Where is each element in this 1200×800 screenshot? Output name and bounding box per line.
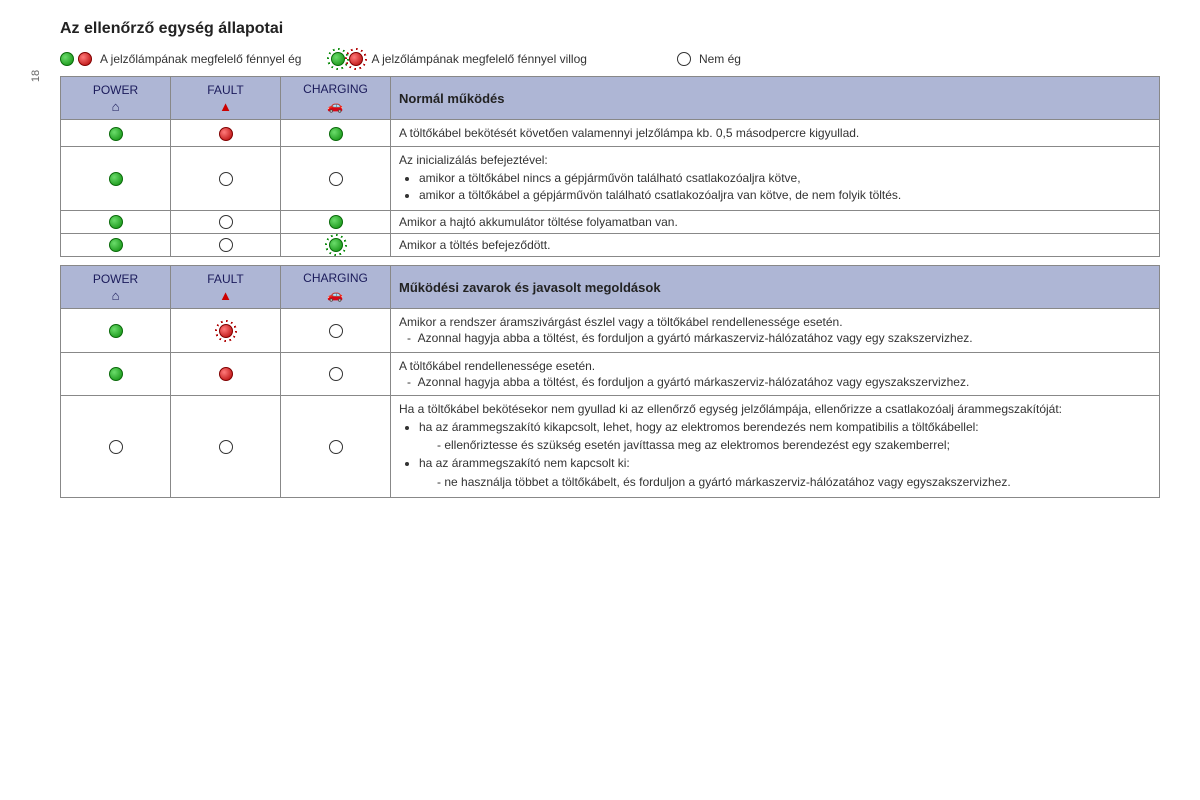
- legend-flashing-text: A jelzőlámpának megfelelő fénnyel villog: [371, 52, 586, 66]
- led-green: [329, 215, 343, 229]
- led-red: [219, 127, 233, 141]
- table-row: Amikor a hajtó akkumulátor töltése folya…: [61, 210, 1160, 233]
- led-off: [219, 238, 233, 252]
- cell-charging: [281, 309, 391, 352]
- led-off: [329, 440, 343, 454]
- led-green: [109, 324, 123, 338]
- cell-charging: [281, 210, 391, 233]
- led-off: [329, 172, 343, 186]
- led-off: [329, 367, 343, 381]
- cell-charging: [281, 120, 391, 147]
- status-table-fault: POWER ⌂ FAULT ▲ CHARGING 🚗 Működési zava…: [60, 265, 1160, 498]
- table-row: Ha a töltőkábel bekötésekor nem gyullad …: [61, 395, 1160, 497]
- legend-off-text: Nem ég: [699, 52, 741, 66]
- led-green: [109, 367, 123, 381]
- page-title: Az ellenőrző egység állapotai: [60, 20, 1160, 38]
- led-green-flash-icon: [331, 52, 345, 66]
- led-off: [219, 440, 233, 454]
- cell-power: [61, 352, 171, 395]
- cell-fault: [171, 352, 281, 395]
- cell-power: [61, 233, 171, 256]
- cell-desc: A töltőkábel rendellenessége esetén.- Az…: [391, 352, 1160, 395]
- col-desc-normal: Normál működés: [391, 77, 1160, 120]
- led-green-icon: [60, 52, 74, 66]
- col-power2: POWER ⌂: [61, 266, 171, 309]
- legend-off: Nem ég: [677, 52, 741, 66]
- table-row: A töltőkábel rendellenessége esetén.- Az…: [61, 352, 1160, 395]
- led-green: [109, 238, 123, 252]
- cell-desc: Ha a töltőkábel bekötésekor nem gyullad …: [391, 395, 1160, 497]
- col-fault2: FAULT ▲: [171, 266, 281, 309]
- cell-desc: Amikor a hajtó akkumulátor töltése folya…: [391, 210, 1160, 233]
- cell-fault: [171, 210, 281, 233]
- cell-power: [61, 147, 171, 211]
- led-green: [109, 215, 123, 229]
- table-row: Amikor a töltés befejeződött.: [61, 233, 1160, 256]
- led-red-icon: [78, 52, 92, 66]
- legend-solid-text: A jelzőlámpának megfelelő fénnyel ég: [100, 52, 301, 66]
- led-off-icon: [677, 52, 691, 66]
- cell-desc: Az inicializálás befejeztével:amikor a t…: [391, 147, 1160, 211]
- col-desc-fault: Működési zavarok és javasolt megoldások: [391, 266, 1160, 309]
- status-table-normal: POWER ⌂ FAULT ▲ CHARGING 🚗 Normál működé…: [60, 76, 1160, 257]
- col-fault: FAULT ▲: [171, 77, 281, 120]
- led-green: [109, 172, 123, 186]
- cell-power: [61, 309, 171, 352]
- cell-power: [61, 395, 171, 497]
- page-number: 18: [30, 70, 42, 82]
- led-off: [329, 324, 343, 338]
- cell-desc: Amikor a rendszer áramszivárgást észlel …: [391, 309, 1160, 352]
- led-off: [109, 440, 123, 454]
- cell-fault: [171, 233, 281, 256]
- cell-charging: [281, 352, 391, 395]
- cell-power: [61, 210, 171, 233]
- cell-fault: [171, 395, 281, 497]
- led-green: [109, 127, 123, 141]
- led-green: [329, 127, 343, 141]
- legend-solid: A jelzőlámpának megfelelő fénnyel ég: [60, 52, 301, 66]
- cell-fault: [171, 147, 281, 211]
- cell-desc: Amikor a töltés befejeződött.: [391, 233, 1160, 256]
- cell-power: [61, 120, 171, 147]
- table-row: A töltőkábel bekötését követően valamenn…: [61, 120, 1160, 147]
- table-row: Az inicializálás befejeztével:amikor a t…: [61, 147, 1160, 211]
- led-off: [219, 215, 233, 229]
- table-row: Amikor a rendszer áramszivárgást észlel …: [61, 309, 1160, 352]
- led-red: [219, 367, 233, 381]
- cell-charging: [281, 147, 391, 211]
- col-power: POWER ⌂: [61, 77, 171, 120]
- col-charging2: CHARGING 🚗: [281, 266, 391, 309]
- cell-desc: A töltőkábel bekötését követően valamenn…: [391, 120, 1160, 147]
- cell-fault: [171, 120, 281, 147]
- legend-flashing: A jelzőlámpának megfelelő fénnyel villog: [331, 52, 586, 66]
- legend: A jelzőlámpának megfelelő fénnyel ég A j…: [60, 52, 1160, 66]
- led-red-flash: [219, 324, 233, 338]
- col-charging: CHARGING 🚗: [281, 77, 391, 120]
- cell-fault: [171, 309, 281, 352]
- led-red-flash-icon: [349, 52, 363, 66]
- led-green-flash: [329, 238, 343, 252]
- led-off: [219, 172, 233, 186]
- cell-charging: [281, 395, 391, 497]
- cell-charging: [281, 233, 391, 256]
